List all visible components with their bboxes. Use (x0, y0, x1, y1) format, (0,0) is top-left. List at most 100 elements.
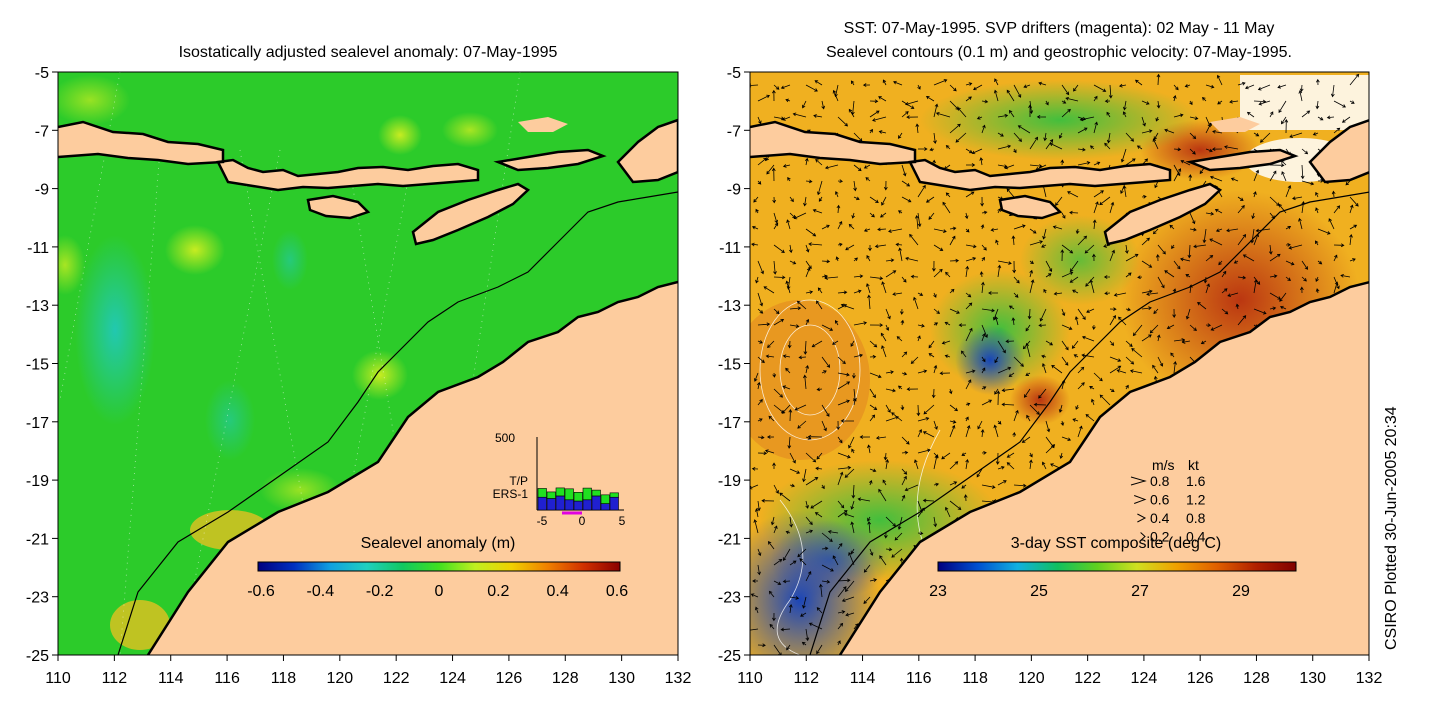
velocity-arrow (763, 286, 775, 294)
velocity-arrow (857, 497, 871, 502)
velocity-arrow (925, 96, 935, 102)
velocity-arrow (932, 260, 936, 272)
velocity-arrow (821, 274, 828, 279)
velocity-arrow (1008, 305, 1015, 310)
velocity-arrow (1209, 238, 1223, 246)
velocity-arrow (827, 530, 839, 534)
velocity-arrow (1341, 116, 1351, 123)
velocity-arrow (869, 548, 874, 556)
velocity-arrow (891, 412, 903, 422)
sst-y-tick-label: -11 (719, 240, 741, 257)
velocity-arrow (935, 111, 951, 118)
velocity-arrow (1008, 372, 1015, 378)
velocity-arrow (1299, 286, 1304, 294)
velocity-arrow (1205, 254, 1214, 262)
velocity-arrow (1061, 108, 1071, 118)
velocity-arrow (1169, 224, 1175, 230)
velocity-arrow (882, 79, 887, 86)
velocity-arrow (815, 466, 823, 471)
velocity-arrow (1017, 125, 1031, 134)
velocity-arrow (916, 404, 921, 417)
velocity-arrow (1157, 244, 1166, 255)
velocity-arrow (757, 643, 766, 648)
sst-y-tick-label: -21 (718, 531, 741, 548)
velocity-arrow (1072, 418, 1079, 422)
sla-y-tick-label: -15 (26, 357, 49, 374)
velocity-arrow (906, 115, 919, 120)
velocity-arrow (922, 498, 935, 503)
velocity-arrow (997, 366, 1012, 374)
velocity-arrow (980, 429, 985, 438)
velocity-arrow (853, 274, 864, 279)
velocity-arrow (981, 281, 985, 294)
velocity-arrow (965, 302, 973, 310)
velocity-arrow (1118, 83, 1127, 88)
velocity-arrow (1038, 388, 1047, 399)
velocity-legend-ms: 0.2 (1150, 529, 1170, 545)
velocity-arrow (865, 177, 871, 182)
velocity-arrow (896, 336, 903, 342)
velocity-arrow (894, 532, 903, 541)
velocity-arrow (1029, 164, 1043, 168)
velocity-arrow (1061, 340, 1069, 351)
velocity-arrow (868, 479, 873, 486)
velocity-arrow (1189, 212, 1196, 225)
velocity-arrow (891, 548, 903, 558)
velocity-arrow (900, 404, 905, 411)
velocity-arrow (853, 180, 857, 192)
velocity-arrow (789, 196, 794, 203)
velocity-arrow (1269, 292, 1282, 300)
velocity-arrow (1349, 204, 1354, 214)
velocity-legend-header-kt: kt (1188, 457, 1199, 473)
velocity-arrow (757, 398, 763, 406)
velocity-arrow (965, 96, 972, 102)
velocity-arrow (803, 374, 807, 390)
velocity-arrow (981, 308, 995, 313)
velocity-arrow (1166, 324, 1175, 330)
velocity-arrow (794, 404, 807, 411)
velocity-arrow (803, 340, 808, 355)
velocity-arrow (1277, 84, 1287, 89)
velocity-arrow (1061, 436, 1072, 442)
velocity-arrow (981, 256, 985, 262)
velocity-arrow (805, 570, 812, 582)
velocity-arrow (1013, 84, 1022, 98)
velocity-arrow (1333, 205, 1341, 214)
inset-x-tick-label: 0 (579, 514, 586, 528)
velocity-legend-header-ms: m/s (1152, 457, 1175, 473)
sst-y-tick-label: -7 (727, 123, 741, 140)
velocity-arrow (834, 190, 839, 198)
velocity-arrow (1269, 170, 1277, 182)
velocity-arrow (821, 564, 834, 572)
velocity-arrow (782, 116, 791, 121)
velocity-arrow (780, 84, 791, 90)
velocity-arrow (901, 164, 907, 177)
sla-x-tick-label: 118 (271, 670, 297, 687)
velocity-arrow (897, 210, 903, 214)
velocity-arrow (805, 244, 810, 253)
velocity-arrow (773, 308, 780, 315)
sla-map-title: Isostatically adjusted sealevel anomaly:… (179, 44, 558, 61)
velocity-arrow (1013, 132, 1022, 142)
velocity-arrow (751, 466, 759, 471)
velocity-arrow (901, 450, 909, 455)
velocity-arrow (997, 340, 1006, 354)
velocity-arrow (1075, 228, 1080, 235)
velocity-arrow (949, 84, 957, 92)
velocity-arrow (1038, 323, 1047, 328)
velocity-arrow (949, 420, 957, 424)
velocity-arrow (1279, 292, 1287, 302)
velocity-arrow (1120, 148, 1127, 163)
velocity-arrow (805, 628, 810, 642)
velocity-arrow (1093, 372, 1103, 382)
velocity-arrow (901, 494, 906, 502)
velocity-arrow (1205, 84, 1215, 89)
velocity-arrow (949, 308, 960, 314)
velocity-arrow (853, 164, 862, 172)
velocity-arrow (1043, 288, 1047, 294)
velocity-arrow (997, 264, 1002, 278)
velocity-arrow (852, 397, 857, 406)
velocity-arrow (1209, 175, 1223, 182)
velocity-arrow (1315, 207, 1319, 214)
velocity-arrow (785, 280, 791, 294)
